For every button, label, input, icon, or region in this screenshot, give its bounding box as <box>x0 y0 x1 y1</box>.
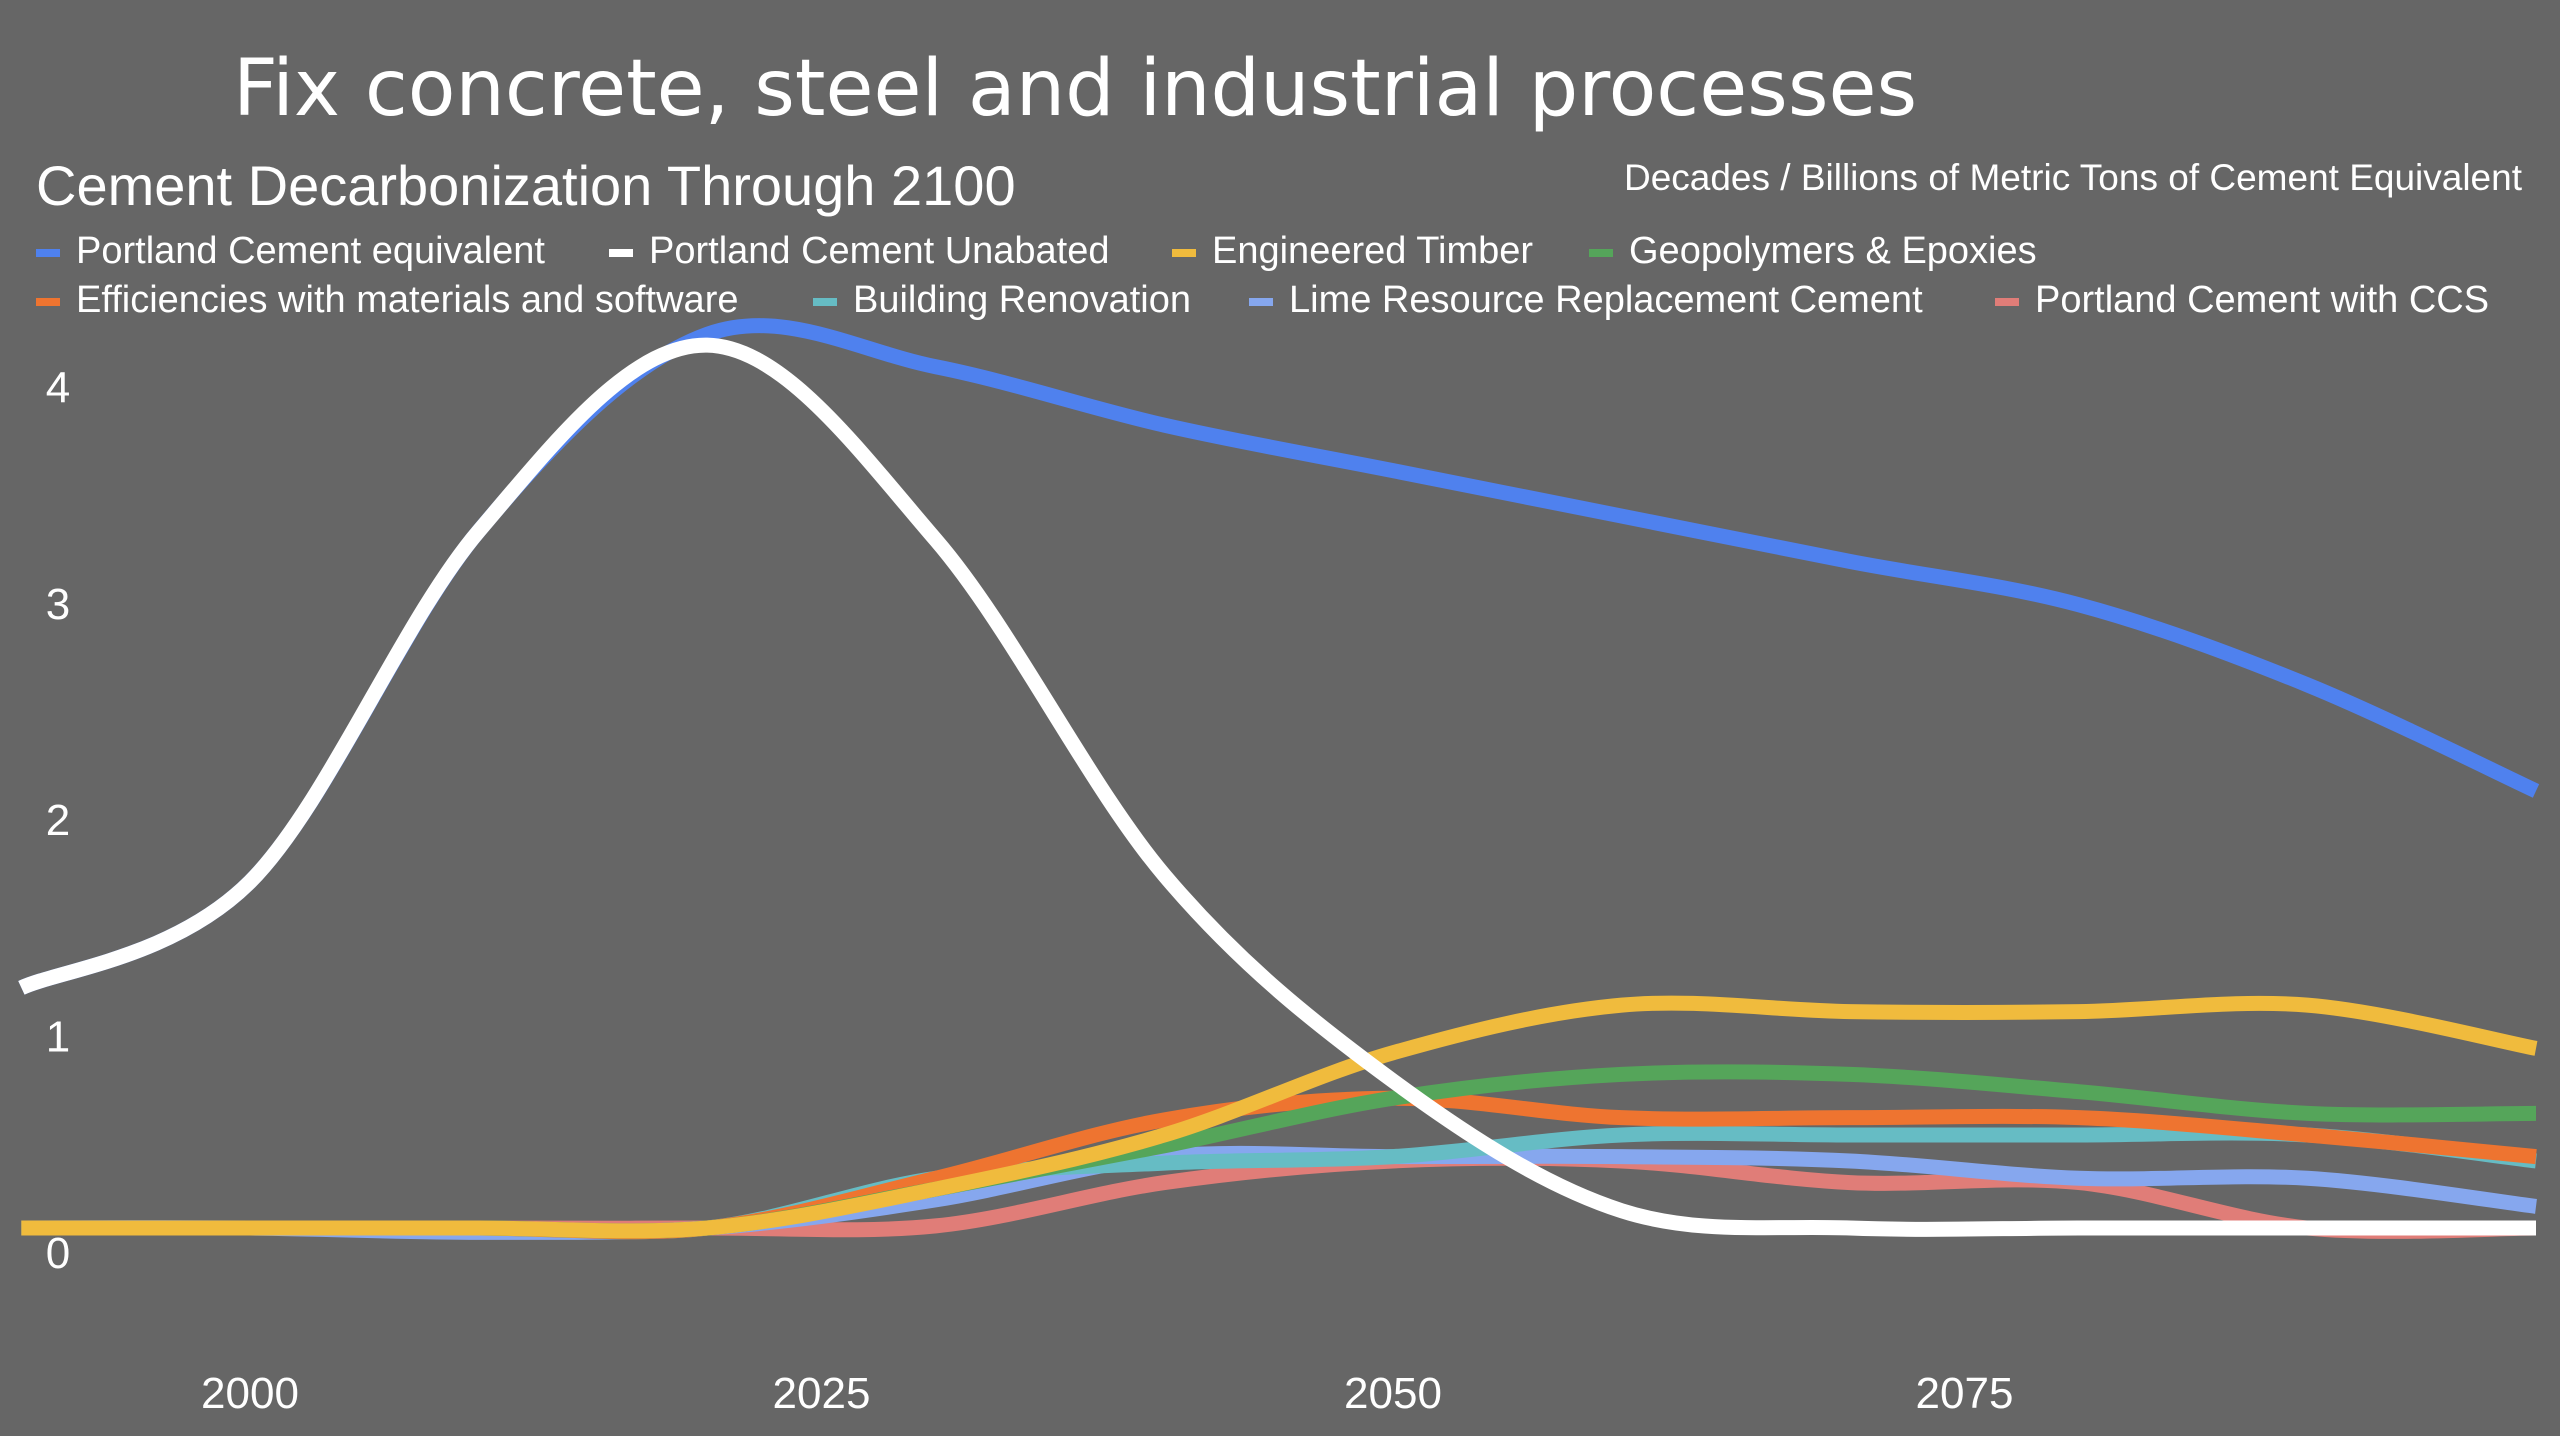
x-axis: 2000 2025 2050 2075 <box>201 1369 2013 1418</box>
legend-swatch <box>36 298 60 306</box>
plot-area <box>18 318 2540 1240</box>
legend-label: Lime Resource Replacement Cement <box>1289 279 1923 321</box>
legend-item: Efficiencies with materials and software <box>36 279 738 321</box>
y-tick-label: 2 <box>46 796 70 845</box>
legend-swatch <box>36 249 60 257</box>
legend-item: Portland Cement equivalent <box>36 230 545 272</box>
chart-title: Cement Decarbonization Through 2100 <box>36 154 1016 217</box>
x-tick-label: 2025 <box>773 1369 871 1418</box>
slide-title: Fix concrete, steel and industrial proce… <box>233 44 1917 134</box>
legend-item: Portland Cement Unabated <box>609 230 1110 272</box>
legend-swatch <box>1172 249 1196 257</box>
y-axis: 0 1 2 3 4 <box>46 363 70 1278</box>
legend-swatch <box>609 249 633 257</box>
legend-swatch <box>1995 298 2019 306</box>
units-note: Decades / Billions of Metric Tons of Cem… <box>1624 157 2523 198</box>
legend: Portland Cement equivalent Portland Cemen… <box>36 230 2489 321</box>
legend-item: Geopolymers & Epoxies <box>1589 230 2037 272</box>
legend-item: Portland Cement with CCS <box>1995 279 2489 321</box>
legend-label: Geopolymers & Epoxies <box>1629 230 2037 272</box>
x-tick-label: 2000 <box>201 1369 299 1418</box>
legend-label: Portland Cement with CCS <box>2035 279 2489 321</box>
legend-swatch <box>1249 298 1273 306</box>
y-tick-label: 3 <box>46 580 70 629</box>
legend-item: Lime Resource Replacement Cement <box>1249 279 1923 321</box>
series-line-engineered-timber <box>21 995 2538 1239</box>
legend-label: Building Renovation <box>853 279 1191 321</box>
legend-label: Engineered Timber <box>1212 230 1533 272</box>
legend-item: Building Renovation <box>813 279 1191 321</box>
y-tick-label: 0 <box>46 1229 70 1278</box>
x-tick-label: 2075 <box>1916 1369 2014 1418</box>
legend-item: Engineered Timber <box>1172 230 1533 272</box>
legend-label: Portland Cement Unabated <box>649 230 1110 272</box>
legend-label: Efficiencies with materials and software <box>76 279 738 321</box>
y-tick-label: 4 <box>46 363 70 412</box>
legend-swatch <box>813 298 837 306</box>
legend-swatch <box>1589 249 1613 257</box>
y-tick-label: 1 <box>46 1013 70 1062</box>
legend-label: Portland Cement equivalent <box>76 230 545 272</box>
series-line-portland-cement-unabated <box>18 337 2536 1237</box>
x-tick-label: 2050 <box>1344 1369 1442 1418</box>
